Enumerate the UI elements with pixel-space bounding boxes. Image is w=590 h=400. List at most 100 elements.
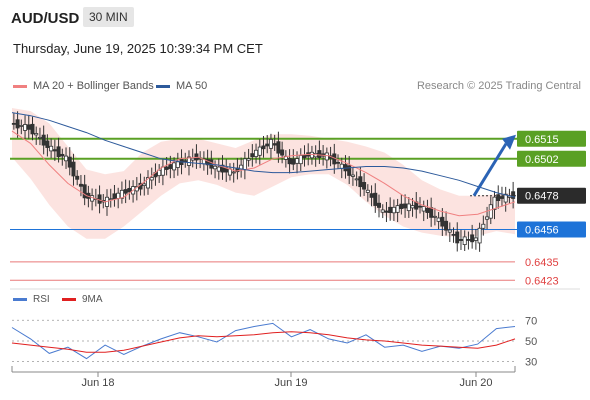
candle-body: [175, 161, 180, 168]
candle-body: [231, 171, 236, 174]
ma20-line: [11, 130, 516, 217]
x-tick-label: Jun 20: [459, 377, 492, 389]
candle-body: [280, 149, 285, 156]
candle-body: [254, 149, 259, 157]
candle-body: [45, 140, 50, 148]
candle-body: [447, 229, 452, 233]
x-tick-label: Jun 18: [81, 377, 114, 389]
projection-arrowhead: [502, 134, 516, 150]
candle-body: [186, 156, 191, 166]
candle-body: [82, 184, 87, 199]
legend-ma50: MA 50: [156, 80, 207, 92]
candle-body: [350, 174, 355, 177]
candle-body: [261, 145, 266, 150]
level-tag-0: [517, 130, 586, 147]
rsi-tick-70: 70: [525, 315, 537, 327]
candle-body: [380, 209, 385, 213]
candle-body: [71, 161, 76, 177]
header-bar: AUD/USD 30 MIN: [0, 0, 590, 37]
candle-body: [64, 155, 69, 162]
candle-body: [49, 145, 54, 152]
level-label-5: 0.6423: [525, 275, 559, 287]
candle-body: [425, 207, 430, 213]
legend-ma20: MA 20 + Bollinger Bands: [13, 80, 154, 92]
candle-body: [257, 146, 262, 156]
datetime-label: Thursday, June 19, 2025 10:39:34 PM CET: [13, 41, 263, 56]
candle-body: [168, 164, 173, 169]
candle-body: [295, 158, 300, 164]
candle-body: [37, 136, 42, 139]
rsi-tick-30: 30: [525, 357, 537, 369]
level-label-4: 0.6435: [525, 257, 559, 269]
candle-body: [388, 206, 393, 214]
candle-body: [384, 210, 389, 213]
candle-body: [52, 149, 57, 152]
candle-body: [298, 155, 303, 165]
level-label-0: 0.6515: [525, 134, 559, 146]
legend-rsi: RSI: [13, 294, 50, 305]
candle-body: [127, 187, 132, 193]
candle-body: [276, 141, 281, 154]
candle-body: [499, 196, 504, 199]
candle-body: [444, 220, 449, 231]
candle-body: [30, 123, 35, 135]
candle-body: [440, 216, 445, 227]
candle-body: [172, 162, 177, 171]
candle-body: [339, 163, 344, 169]
candle-body: [399, 203, 404, 209]
candle-body: [291, 158, 296, 165]
bollinger-band: [12, 108, 515, 239]
candle-body: [362, 182, 367, 190]
candle-body: [395, 205, 400, 213]
candle-body: [268, 139, 273, 149]
candle-body: [220, 164, 225, 173]
ma50-label: MA 50: [176, 80, 208, 92]
ma50-line: [11, 112, 516, 198]
candle-body: [503, 193, 508, 203]
candle-body: [451, 233, 456, 236]
rsi-label: RSI: [33, 294, 50, 305]
candle-body: [272, 143, 277, 146]
symbol-title: AUD/USD: [11, 10, 80, 27]
candle-body: [250, 153, 255, 158]
candle-body: [432, 215, 437, 218]
candle-body: [347, 165, 352, 176]
candle-body: [436, 217, 441, 222]
candle-body: [466, 239, 471, 241]
candle-body: [391, 206, 396, 214]
candle-body: [302, 154, 307, 159]
candle-body: [488, 204, 493, 219]
interval-selector[interactable]: 30 MIN: [83, 7, 134, 27]
candle-body: [492, 196, 497, 210]
candle-body: [116, 192, 121, 199]
level-label-1: 0.6502: [525, 154, 559, 166]
candle-body: [406, 203, 411, 212]
candle-body: [462, 236, 467, 246]
candle-body: [56, 146, 61, 158]
candle-body: [377, 202, 382, 208]
ma9-swatch: [62, 297, 76, 301]
level-tag-2: [517, 187, 586, 204]
candle-body: [123, 189, 128, 194]
candle-body: [67, 156, 72, 168]
candle-body: [455, 231, 460, 244]
candle-body: [19, 125, 24, 127]
ma20-label: MA 20 + Bollinger Bands: [33, 80, 154, 92]
candle-body: [149, 177, 154, 181]
candle-body: [157, 169, 162, 177]
candle-body: [477, 227, 482, 244]
candle-body: [421, 206, 426, 212]
candle-body: [287, 158, 292, 165]
candle-body: [108, 198, 113, 201]
candle-body: [324, 152, 329, 161]
candle-body: [164, 166, 169, 170]
candle-body: [417, 205, 422, 208]
ma20-swatch: [13, 84, 27, 88]
candle-body: [265, 143, 270, 147]
candle-body: [23, 124, 28, 131]
candle-body: [403, 203, 408, 209]
candle-body: [60, 153, 65, 157]
candle-body: [41, 134, 46, 146]
candle-body: [365, 189, 370, 193]
